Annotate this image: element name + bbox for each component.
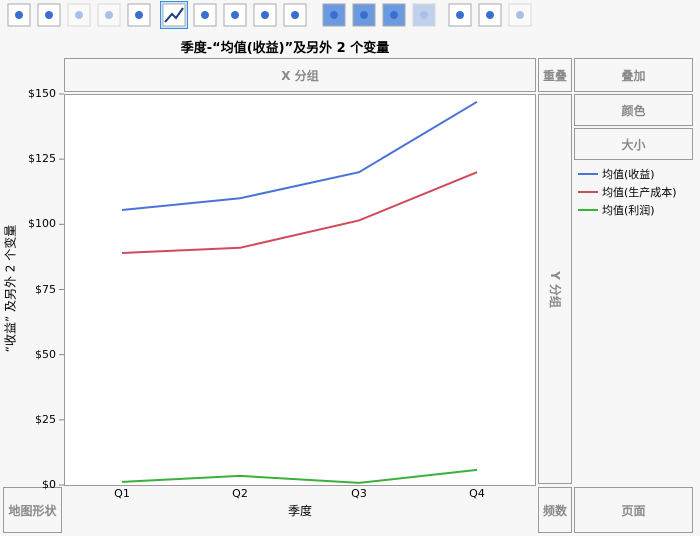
y-tick-label: $0 [42,478,56,491]
overlap-zone[interactable]: 重叠 [538,58,572,92]
legend-item[interactable]: 均值(收益) [578,166,655,182]
legend-swatch [578,173,598,175]
x-tick-label: Q2 [232,487,248,500]
map-shapes-icon[interactable] [506,1,534,29]
freq-zone[interactable]: 频数 [538,487,572,533]
line-icon[interactable] [160,1,188,29]
smoother-icon[interactable] [35,1,63,29]
legend-label: 均值(生产成本) [602,186,677,199]
page-zone[interactable]: 页面 [574,487,693,533]
formula-icon[interactable] [476,1,504,29]
color-zone[interactable]: 颜色 [574,94,693,126]
line-of-fit-icon[interactable] [65,1,93,29]
x-axis-label[interactable]: 季度 [287,504,312,518]
y-tick-label: $25 [35,412,56,426]
size-zone[interactable]: 大小 [574,128,693,160]
map-shape-zone[interactable]: 地图形状 [3,487,62,533]
y-tick-label: $150 [28,87,56,100]
series-line-1[interactable] [121,171,478,255]
legend-label: 均值(收益) [602,168,655,181]
contour-icon[interactable] [125,1,153,29]
mosaic-icon[interactable] [410,1,438,29]
legend-swatch [578,191,598,193]
legend-item[interactable]: 均值(利润) [578,202,655,218]
bar-icon[interactable] [191,1,219,29]
plot-area[interactable] [59,93,536,486]
area-icon[interactable] [221,1,249,29]
x-tick-label: Q4 [469,487,485,500]
series-line-2[interactable] [121,468,478,484]
series-line-0[interactable] [121,100,478,211]
y-tick-label: $75 [35,282,56,296]
y-group-zone[interactable]: Y 分组 [538,94,572,484]
overlay-zone[interactable]: 叠加 [574,58,693,92]
heatmap-icon[interactable] [320,1,348,29]
x-tick-label: Q3 [351,487,367,500]
points-icon[interactable] [5,1,33,29]
y-tick-label: $50 [35,347,56,361]
treemap-icon[interactable] [380,1,408,29]
pie-icon[interactable] [350,1,378,29]
box-plot-icon[interactable] [251,1,279,29]
x-tick-label: Q1 [114,487,130,500]
histogram-icon[interactable] [281,1,309,29]
y-tick-label: $125 [28,152,56,166]
ellipse-icon[interactable] [95,1,123,29]
x-group-zone[interactable]: X 分组 [64,58,536,92]
y-group-label: Y 分组 [547,270,562,308]
legend-item[interactable]: 均值(生产成本) [578,184,677,200]
y-tick-label: $100 [28,217,56,231]
legend-swatch [578,209,598,211]
caption-box-icon[interactable] [446,1,474,29]
chart-title: 季度-“均值(收益)”及另外 2 个变量 [180,41,390,56]
legend-label: 均值(利润) [602,204,655,217]
